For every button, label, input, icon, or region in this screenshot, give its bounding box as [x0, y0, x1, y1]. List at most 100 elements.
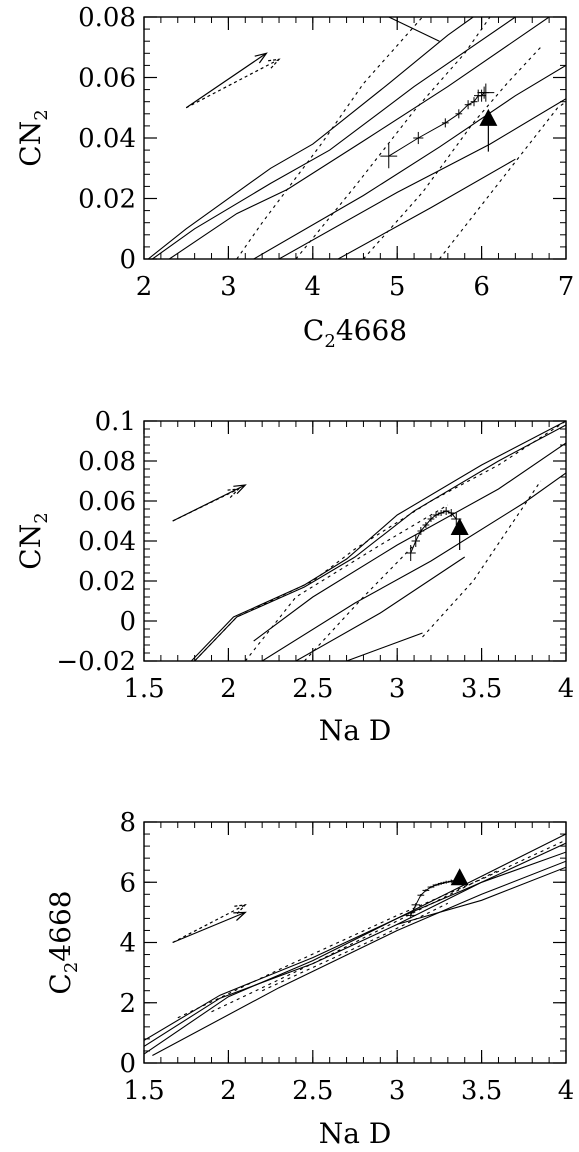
x-tick-label: 4	[558, 1076, 575, 1106]
x-tick-label: 7	[558, 272, 575, 302]
x-tick-label: 3	[389, 674, 406, 704]
model-grid-line-solid	[388, 17, 440, 42]
y-axis-title: CN2	[14, 109, 52, 166]
model-grid-line-solid	[144, 851, 566, 1055]
y-tick-label: 6	[119, 868, 136, 898]
y-tick-label: 0	[119, 245, 136, 275]
x-axis-title-main: Na D	[319, 1117, 392, 1150]
model-grid-line-solid	[194, 424, 566, 661]
x-tick-label: 2.5	[292, 674, 333, 704]
model-grid-line-solid	[144, 842, 566, 1047]
y-tick-label: 0.04	[78, 124, 136, 154]
observed-point	[450, 868, 469, 886]
x-tick-label: 2.5	[292, 1076, 333, 1106]
model-grid-line-solid	[346, 632, 423, 661]
response-vector-dotted-head	[267, 58, 281, 69]
response-vector-solid-shaft	[185, 52, 267, 109]
y-tick-label: 4	[119, 929, 136, 959]
model-grid-line-dotted	[438, 101, 566, 259]
y-tick-label: 0	[119, 1049, 136, 1079]
response-vector-dotted-shaft	[185, 58, 280, 109]
y-axis-title-tail: 4668	[44, 890, 77, 961]
x-axis-title-sub: 2	[324, 331, 335, 352]
model-track-line	[410, 510, 457, 554]
model-grid-line-dotted	[295, 17, 491, 259]
y-axis-title-main: CN	[14, 524, 47, 570]
panel-cn2-vs-nad: 1.5 2 2.5 3 3.5 4 −0.02 0 0.02 0.04 0.06 0.08 0.1 Na …	[14, 407, 574, 747]
y-tick-label: 0.04	[78, 527, 136, 557]
model-grid-line-solid	[278, 98, 566, 259]
model-grid-line-dotted	[236, 17, 423, 259]
model-track-line	[388, 92, 486, 157]
response-vector-solid-head	[233, 484, 247, 495]
x-axis-title-tail: 4668	[336, 314, 407, 347]
observed-point	[479, 108, 498, 126]
y-tick-label: 2	[119, 989, 136, 1019]
model-grid-line-dotted	[422, 480, 542, 638]
x-tick-label: 5	[389, 272, 406, 302]
model-grid-line-solid	[144, 833, 566, 1041]
response-vector-solid-shaft	[172, 911, 246, 944]
x-tick-label: 4	[558, 674, 575, 704]
x-tick-label: 2	[136, 272, 153, 302]
response-vector-solid-head	[254, 52, 268, 64]
y-axis-title: CN2	[14, 512, 52, 569]
x-axis-title: C24668	[303, 314, 407, 352]
y-axis-title-sub: 2	[31, 109, 52, 120]
y-tick-label: 0.02	[78, 185, 136, 215]
x-tick-label: 4	[305, 272, 322, 302]
observed-point	[450, 518, 469, 535]
y-tick-label: 0.08	[78, 447, 136, 477]
model-grid-line-dotted	[362, 46, 542, 259]
y-tick-label: 8	[119, 808, 136, 838]
model-grid-line-solid	[152, 860, 566, 1056]
model-grid-line-solid	[147, 17, 474, 259]
plot-area	[172, 421, 566, 661]
model-grid-line-dotted	[211, 869, 499, 1013]
plot-area	[147, 17, 566, 259]
model-grid-line-solid	[253, 64, 566, 259]
response-vector-dotted-head	[226, 488, 241, 499]
x-tick-label: 2	[220, 674, 237, 704]
x-tick-label: 3	[389, 1076, 406, 1106]
plot-frame	[143, 420, 567, 662]
x-tick-label: 1.5	[123, 1076, 164, 1106]
y-axis-title-main: C	[44, 973, 77, 994]
plot-frame	[143, 16, 567, 260]
response-vector-dotted-head	[233, 904, 247, 915]
x-tick-label: 1.5	[123, 674, 164, 704]
x-tick-label: 3	[220, 272, 237, 302]
model-grid-line-solid	[261, 472, 566, 661]
model-grid-line-solid	[190, 421, 566, 661]
x-axis-title: Na D	[319, 714, 392, 747]
y-tick-label: 0.06	[78, 487, 136, 517]
y-tick-label: 0.02	[78, 567, 136, 597]
plot-frame	[143, 821, 567, 1064]
response-vector-dotted-shaft	[172, 904, 246, 944]
model-grid-line-solid	[397, 866, 566, 925]
x-axis-title-main: C	[303, 314, 324, 347]
response-vector-dotted-shaft	[172, 488, 239, 522]
model-grid-line-dotted	[303, 544, 415, 661]
x-tick-label: 3.5	[461, 674, 502, 704]
y-axis-title-sub: 2	[61, 962, 82, 973]
y-tick-label: 0.08	[78, 3, 136, 33]
plot-area	[144, 833, 566, 1056]
model-grid-line-dotted	[177, 839, 566, 1019]
x-axis-title-main: Na D	[319, 714, 392, 747]
model-grid-line-solid	[168, 17, 550, 259]
model-grid-line-solid	[152, 17, 516, 259]
model-grid-line-dotted	[194, 421, 566, 661]
x-tick-label: 3.5	[461, 1076, 502, 1106]
model-grid-line-solid	[295, 556, 466, 661]
y-tick-label: 0	[119, 607, 136, 637]
model-grid-line-dotted	[261, 902, 449, 992]
model-grid-line-dotted	[244, 504, 449, 661]
x-tick-label: 6	[473, 272, 490, 302]
y-axis-title-sub: 2	[31, 512, 52, 523]
y-tick-label: 0.1	[95, 407, 136, 437]
x-axis-title: Na D	[319, 1117, 392, 1150]
